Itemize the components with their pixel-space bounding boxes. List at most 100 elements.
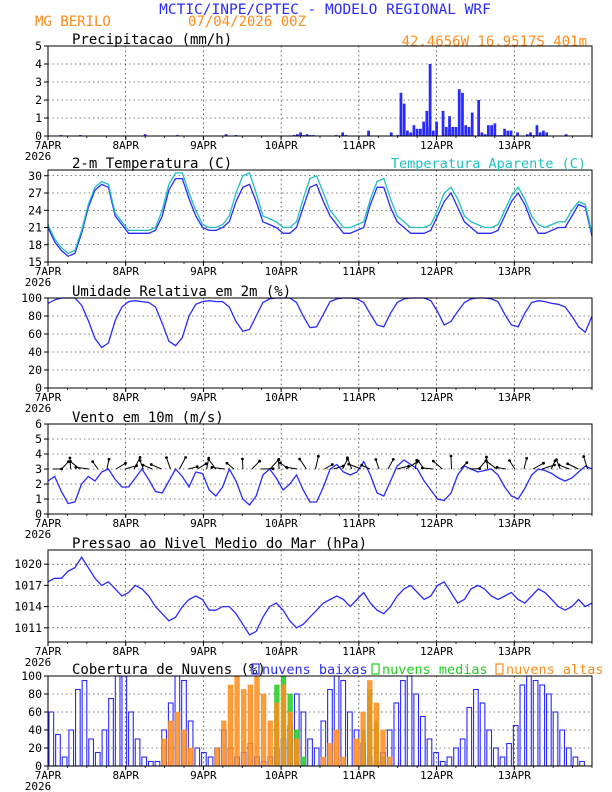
cloud-bar-1 [201,751,207,767]
precip-bar [428,64,432,136]
y-tick-label: 18 [28,238,42,252]
wind-arrow-head [138,459,142,462]
cloud-bar-1 [346,711,353,767]
x-tick-label: 12APR [420,391,453,404]
wind-arrow [361,464,371,470]
cloud-bar-1 [473,688,479,767]
panel-title: 2-m Temperatura (C) [72,156,232,172]
wind-arrow-head [555,458,558,462]
cloud-bar-1 [453,747,459,767]
panel-2: 15 18 21 24 27 30 7APR 8APR 9APR 10APR 11APR 12APR 1… [25,156,593,289]
cloud-bar-1 [61,756,68,767]
precip-bar [444,127,448,136]
wind-arrow-head [316,454,320,458]
cloud-bar-3 [294,738,300,767]
cloud-bar-3 [188,747,194,767]
wind-arrow [61,461,69,470]
y-tick-label: 0 [35,507,42,521]
wind-arrow [251,460,261,470]
precip-bar [305,134,309,136]
y-tick-label: 2 [35,477,42,491]
x-tick-label: 11APR [342,139,375,152]
x-tick-label: 10APR [265,645,298,658]
x-tick-label: 9APR [190,139,217,152]
x-tick-label: 7APR [35,769,62,782]
cloud-bar-1 [433,751,439,767]
y-tick-label: 30 [28,169,42,183]
series-line-1 [47,177,593,258]
wind-arrow [92,461,99,470]
wind-arrow-head [210,466,214,469]
panel-frame [47,549,593,643]
wind-arrow [532,462,544,470]
wind-arrow [333,465,344,470]
wind-arrow-head [271,467,275,471]
cloud-bar-3 [333,729,340,767]
y-tick-label: 20 [28,741,42,755]
wind-arrow-head [285,465,288,469]
precip-bar [538,132,542,136]
wind-arrow [375,459,380,470]
wind-arrow [509,460,516,470]
wind-arrow-head [195,465,199,469]
precip-bar [451,127,455,136]
cloud-bar-3 [320,756,326,767]
x-tick-label: 10APR [265,139,298,152]
x-tick-label: 12APR [420,517,453,530]
cloud-bar-1 [512,724,519,767]
x-tick-label: 13APR [498,645,531,658]
cloud-bar-1 [55,733,61,767]
wind-arrow [286,466,298,470]
y-tick-label: 15 [28,255,42,269]
wind-arrow [188,466,198,470]
wind-arrow [405,461,418,470]
precip-bar [299,132,302,136]
cloud-bar-3 [221,720,227,767]
precip-bar [516,132,519,136]
cloud-bar-1 [499,756,506,767]
cloud-bar-1 [307,738,313,767]
x-tick-label: 8APR [112,265,139,278]
precip-bar [477,100,481,136]
y-tick-label: 1014 [14,600,42,614]
precip-bar [441,110,445,136]
location-label: MG BERILO [35,14,111,30]
x-tick-label: 8APR [112,517,139,530]
wind-arrow-head [347,462,351,466]
coords-label: 42.4656W 16.9517S 401m [402,34,587,50]
wind-arrow [106,459,110,470]
wind-arrow-head [420,466,424,470]
wind-arrow-head [204,462,208,466]
cloud-bar-1 [479,702,486,767]
cloud-bar-1 [572,756,579,767]
y-tick-label: 20 [28,363,42,377]
figure-title: MCTIC/INPE/CPTEC - MODELO REGIONAL WRF [159,2,491,18]
cloud-bar-1 [141,756,148,767]
x-tick-label: 8APR [112,391,139,404]
wind-arrow [433,460,443,470]
cloud-bar-1 [147,760,154,767]
precip-bar [412,125,416,136]
wind-arrow-head [485,459,488,463]
wind-arrow [166,457,171,470]
precip-bar [545,132,549,136]
wind-arrow-head [431,459,435,463]
precip-bar [490,125,493,136]
y-tick-label: 0 [35,759,42,773]
precip-bar [143,134,147,136]
x-tick-label: 12APR [420,265,453,278]
precip-bar [435,121,438,136]
panel-5: 1011 1014 1017 1020 7APR 8APR 9APR 10APR 11APR 12… [14,536,593,669]
precip-bar [535,125,539,136]
wind-arrow-head [68,456,72,460]
cloud-bar-1 [393,702,400,767]
wind-arrow [422,467,434,470]
precip-bar [457,89,461,136]
wind-arrow [558,464,570,470]
cloud-bar-1 [74,688,81,767]
precip-bar [341,132,345,136]
cloud-bar-3 [260,693,267,767]
run-date-label: 07/04/2026 00Z [188,14,306,30]
y-tick-label: 0 [35,381,42,395]
